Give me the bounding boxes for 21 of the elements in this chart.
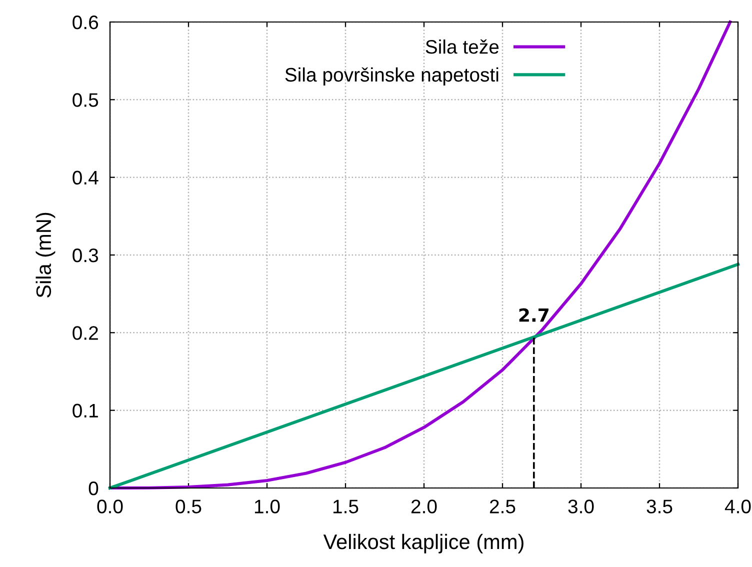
- annotation: 2.7: [519, 308, 548, 322]
- y-tick-label: 0.1: [72, 404, 98, 418]
- x-tick-label: 3.0: [568, 500, 594, 514]
- x-tick-label: 3.5: [646, 500, 672, 514]
- x-tick-label: 2.0: [411, 500, 437, 514]
- y-tick-label: 0.4: [72, 170, 98, 185]
- y-tick-label: 0.2: [72, 326, 98, 340]
- y-tick-label: 0.5: [72, 93, 98, 107]
- y-tick-label: 0.6: [72, 15, 98, 30]
- x-tick-label: 4.0: [724, 500, 751, 514]
- x-axis-title: Velikost kapljice (mm): [323, 534, 524, 554]
- x-tick-label: 0.5: [176, 500, 202, 514]
- y-tick-label: 0: [88, 481, 98, 496]
- y-tick-label: 0.3: [72, 248, 98, 262]
- x-tick-label: 1.0: [254, 500, 280, 514]
- y-axis-title: Sila (mN): [36, 212, 56, 298]
- legend-label: Sila teže: [426, 39, 499, 54]
- x-tick-label: 2.5: [490, 500, 516, 514]
- x-tick-label: 0.0: [97, 500, 123, 514]
- x-tick-label: 1.5: [333, 500, 358, 514]
- legend-label: Sila površinske napetosti: [285, 67, 498, 86]
